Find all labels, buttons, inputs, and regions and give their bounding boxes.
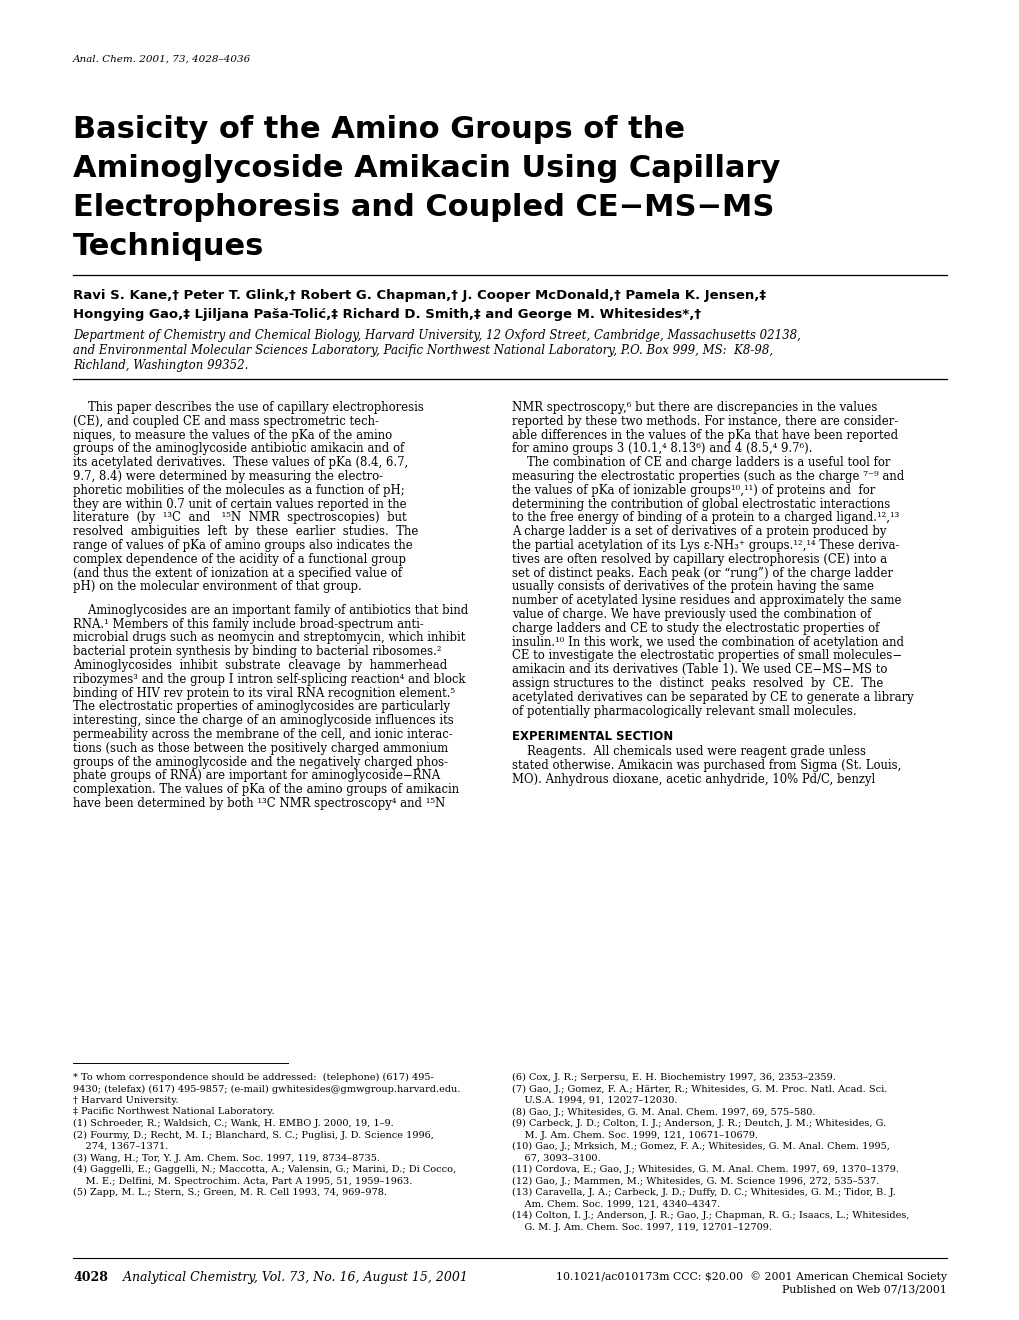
Text: able differences in the values of the pKa that have been reported: able differences in the values of the pK… <box>512 429 898 442</box>
Text: microbial drugs such as neomycin and streptomycin, which inhibit: microbial drugs such as neomycin and str… <box>73 631 465 644</box>
Text: M. J. Am. Chem. Soc. 1999, 121, 10671–10679.: M. J. Am. Chem. Soc. 1999, 121, 10671–10… <box>512 1130 757 1139</box>
Text: (4) Gaggelli, E.; Gaggelli, N.; Maccotta, A.; Valensin, G.; Marini, D.; Di Cocco: (4) Gaggelli, E.; Gaggelli, N.; Maccotta… <box>73 1166 455 1173</box>
Text: U.S.A. 1994, 91, 12027–12030.: U.S.A. 1994, 91, 12027–12030. <box>512 1096 677 1105</box>
Text: phate groups of RNA) are important for aminoglycoside−RNA: phate groups of RNA) are important for a… <box>73 770 439 783</box>
Text: Aminoglycosides  inhibit  substrate  cleavage  by  hammerhead: Aminoglycosides inhibit substrate cleava… <box>73 659 446 672</box>
Text: groups of the aminoglycoside antibiotic amikacin and of: groups of the aminoglycoside antibiotic … <box>73 442 404 455</box>
Text: ribozymes³ and the group I intron self-splicing reaction⁴ and block: ribozymes³ and the group I intron self-s… <box>73 673 465 686</box>
Text: (9) Carbeck, J. D.; Colton, I. J.; Anderson, J. R.; Deutch, J. M.; Whitesides, G: (9) Carbeck, J. D.; Colton, I. J.; Ander… <box>512 1119 886 1129</box>
Text: RNA.¹ Members of this family include broad-spectrum anti-: RNA.¹ Members of this family include bro… <box>73 618 423 631</box>
Text: literature  (by  ¹³C  and   ¹⁵N  NMR  spectroscopies)  but: literature (by ¹³C and ¹⁵N NMR spectrosc… <box>73 511 407 524</box>
Text: bacterial protein synthesis by binding to bacterial ribosomes.²: bacterial protein synthesis by binding t… <box>73 645 441 659</box>
Text: (7) Gao, J.; Gomez, F. A.; Härter, R.; Whitesides, G. M. Proc. Natl. Acad. Sci.: (7) Gao, J.; Gomez, F. A.; Härter, R.; W… <box>512 1085 887 1094</box>
Text: 274, 1367–1371.: 274, 1367–1371. <box>73 1142 168 1151</box>
Text: stated otherwise. Amikacin was purchased from Sigma (St. Louis,: stated otherwise. Amikacin was purchased… <box>512 759 901 772</box>
Text: charge ladders and CE to study the electrostatic properties of: charge ladders and CE to study the elect… <box>512 622 878 635</box>
Text: MO). Anhydrous dioxane, acetic anhydride, 10% Pd/C, benzyl: MO). Anhydrous dioxane, acetic anhydride… <box>512 774 874 787</box>
Text: (10) Gao, J.; Mrksich, M.; Gomez, F. A.; Whitesides, G. M. Anal. Chem. 1995,: (10) Gao, J.; Mrksich, M.; Gomez, F. A.;… <box>512 1142 889 1151</box>
Text: G. M. J. Am. Chem. Soc. 1997, 119, 12701–12709.: G. M. J. Am. Chem. Soc. 1997, 119, 12701… <box>512 1222 771 1232</box>
Text: they are within 0.7 unit of certain values reported in the: they are within 0.7 unit of certain valu… <box>73 498 407 511</box>
Text: Richland, Washington 99352.: Richland, Washington 99352. <box>73 359 249 372</box>
Text: Am. Chem. Soc. 1999, 121, 4340–4347.: Am. Chem. Soc. 1999, 121, 4340–4347. <box>512 1200 719 1209</box>
Text: permeability across the membrane of the cell, and ionic interac-: permeability across the membrane of the … <box>73 729 452 741</box>
Text: Analytical Chemistry, Vol. 73, No. 16, August 15, 2001: Analytical Chemistry, Vol. 73, No. 16, A… <box>111 1271 468 1284</box>
Text: set of distinct peaks. Each peak (or “rung”) of the charge ladder: set of distinct peaks. Each peak (or “ru… <box>512 566 892 579</box>
Text: (14) Colton, I. J.; Anderson, J. R.; Gao, J.; Chapman, R. G.; Isaacs, L.; Whites: (14) Colton, I. J.; Anderson, J. R.; Gao… <box>512 1210 909 1220</box>
Text: its acetylated derivatives.  These values of pKa (8.4, 6.7,: its acetylated derivatives. These values… <box>73 457 408 469</box>
Text: phoretic mobilities of the molecules as a function of pH;: phoretic mobilities of the molecules as … <box>73 484 405 496</box>
Text: the values of pKa of ionizable groups¹⁰,¹¹) of proteins and  for: the values of pKa of ionizable groups¹⁰,… <box>512 484 874 496</box>
Text: range of values of pKa of amino groups also indicates the: range of values of pKa of amino groups a… <box>73 539 413 552</box>
Text: binding of HIV rev protein to its viral RNA recognition element.⁵: binding of HIV rev protein to its viral … <box>73 686 454 700</box>
Text: pH) on the molecular environment of that group.: pH) on the molecular environment of that… <box>73 581 362 594</box>
Text: (CE), and coupled CE and mass spectrometric tech-: (CE), and coupled CE and mass spectromet… <box>73 414 378 428</box>
Text: A charge ladder is a set of derivatives of a protein produced by: A charge ladder is a set of derivatives … <box>512 525 886 539</box>
Text: (1) Schroeder, R.; Waldsich, C.; Wank, H. EMBO J. 2000, 19, 1–9.: (1) Schroeder, R.; Waldsich, C.; Wank, H… <box>73 1119 393 1129</box>
Text: resolved  ambiguities  left  by  these  earlier  studies.  The: resolved ambiguities left by these earli… <box>73 525 418 539</box>
Text: number of acetylated lysine residues and approximately the same: number of acetylated lysine residues and… <box>512 594 901 607</box>
Text: (5) Zapp, M. L.; Stern, S.; Green, M. R. Cell 1993, 74, 969–978.: (5) Zapp, M. L.; Stern, S.; Green, M. R.… <box>73 1188 386 1197</box>
Text: for amino groups 3 (10.1,⁴ 8.13⁶) and 4 (8.5,⁴ 9.7⁶).: for amino groups 3 (10.1,⁴ 8.13⁶) and 4 … <box>512 442 812 455</box>
Text: * To whom correspondence should be addressed:  (telephone) (617) 495-: * To whom correspondence should be addre… <box>73 1073 433 1082</box>
Text: niques, to measure the values of the pKa of the amino: niques, to measure the values of the pKa… <box>73 429 391 442</box>
Text: CE to investigate the electrostatic properties of small molecules−: CE to investigate the electrostatic prop… <box>512 649 901 663</box>
Text: (13) Caravella, J. A.; Carbeck, J. D.; Duffy, D. C.; Whitesides, G. M.; Tidor, B: (13) Caravella, J. A.; Carbeck, J. D.; D… <box>512 1188 895 1197</box>
Text: Department of Chemistry and Chemical Biology, Harvard University, 12 Oxford Stre: Department of Chemistry and Chemical Bio… <box>73 329 800 342</box>
Text: Anal. Chem. 2001, 73, 4028–4036: Anal. Chem. 2001, 73, 4028–4036 <box>73 55 251 63</box>
Text: amikacin and its derivatives (Table 1). We used CE−MS−MS to: amikacin and its derivatives (Table 1). … <box>512 663 887 676</box>
Text: NMR spectroscopy,⁶ but there are discrepancies in the values: NMR spectroscopy,⁶ but there are discrep… <box>512 401 876 414</box>
Text: (and thus the extent of ionization at a specified value of: (and thus the extent of ionization at a … <box>73 566 401 579</box>
Text: the partial acetylation of its Lys ε-NH₃⁺ groups.¹²,¹⁴ These deriva-: the partial acetylation of its Lys ε-NH₃… <box>512 539 899 552</box>
Text: Electrophoresis and Coupled CE−MS−MS: Electrophoresis and Coupled CE−MS−MS <box>73 193 773 222</box>
Text: This paper describes the use of capillary electrophoresis: This paper describes the use of capillar… <box>73 401 424 414</box>
Text: 10.1021/ac010173m CCC: $20.00  © 2001 American Chemical Society: 10.1021/ac010173m CCC: $20.00 © 2001 Ame… <box>555 1271 946 1282</box>
Text: reported by these two methods. For instance, there are consider-: reported by these two methods. For insta… <box>512 414 898 428</box>
Text: of potentially pharmacologically relevant small molecules.: of potentially pharmacologically relevan… <box>512 705 856 718</box>
Text: usually consists of derivatives of the protein having the same: usually consists of derivatives of the p… <box>512 581 873 594</box>
Text: (11) Cordova, E.; Gao, J.; Whitesides, G. M. Anal. Chem. 1997, 69, 1370–1379.: (11) Cordova, E.; Gao, J.; Whitesides, G… <box>512 1166 898 1173</box>
Text: acetylated derivatives can be separated by CE to generate a library: acetylated derivatives can be separated … <box>512 690 913 704</box>
Text: (2) Fourmy, D.; Recht, M. I.; Blanchard, S. C.; Puglisi, J. D. Science 1996,: (2) Fourmy, D.; Recht, M. I.; Blanchard,… <box>73 1130 433 1139</box>
Text: interesting, since the charge of an aminoglycoside influences its: interesting, since the charge of an amin… <box>73 714 453 727</box>
Text: M. E.; Delfini, M. Spectrochim. Acta, Part A 1995, 51, 1959–1963.: M. E.; Delfini, M. Spectrochim. Acta, Pa… <box>73 1176 412 1185</box>
Text: tives are often resolved by capillary electrophoresis (CE) into a: tives are often resolved by capillary el… <box>512 553 887 566</box>
Text: Hongying Gao,‡ Ljiljana Paša-Tolić,‡ Richard D. Smith,‡ and George M. Whitesides: Hongying Gao,‡ Ljiljana Paša-Tolić,‡ Ric… <box>73 308 700 321</box>
Text: Published on Web 07/13/2001: Published on Web 07/13/2001 <box>782 1284 946 1294</box>
Text: insulin.¹⁰ In this work, we used the combination of acetylation and: insulin.¹⁰ In this work, we used the com… <box>512 636 903 648</box>
Text: and Environmental Molecular Sciences Laboratory, Pacific Northwest National Labo: and Environmental Molecular Sciences Lab… <box>73 345 772 356</box>
Text: The electrostatic properties of aminoglycosides are particularly: The electrostatic properties of aminogly… <box>73 701 449 713</box>
Text: (8) Gao, J.; Whitesides, G. M. Anal. Chem. 1997, 69, 575–580.: (8) Gao, J.; Whitesides, G. M. Anal. Che… <box>512 1107 815 1117</box>
Text: have been determined by both ¹³C NMR spectroscopy⁴ and ¹⁵N: have been determined by both ¹³C NMR spe… <box>73 797 445 810</box>
Text: † Harvard University.: † Harvard University. <box>73 1096 178 1105</box>
Text: value of charge. We have previously used the combination of: value of charge. We have previously used… <box>512 609 870 620</box>
Text: (6) Cox, J. R.; Serpersu, E. H. Biochemistry 1997, 36, 2353–2359.: (6) Cox, J. R.; Serpersu, E. H. Biochemi… <box>512 1073 835 1082</box>
Text: determining the contribution of global electrostatic interactions: determining the contribution of global e… <box>512 498 890 511</box>
Text: Basicity of the Amino Groups of the: Basicity of the Amino Groups of the <box>73 115 685 144</box>
Text: assign structures to the  distinct  peaks  resolved  by  CE.  The: assign structures to the distinct peaks … <box>512 677 882 690</box>
Text: Aminoglycosides are an important family of antibiotics that bind: Aminoglycosides are an important family … <box>73 603 468 616</box>
Text: Techniques: Techniques <box>73 232 264 261</box>
Text: ‡ Pacific Northwest National Laboratory.: ‡ Pacific Northwest National Laboratory. <box>73 1107 274 1117</box>
Text: to the free energy of binding of a protein to a charged ligand.¹²,¹³: to the free energy of binding of a prote… <box>512 511 899 524</box>
Text: (12) Gao, J.; Mammen, M.; Whitesides, G. M. Science 1996, 272, 535–537.: (12) Gao, J.; Mammen, M.; Whitesides, G.… <box>512 1176 878 1185</box>
Text: 9.7, 8.4) were determined by measuring the electro-: 9.7, 8.4) were determined by measuring t… <box>73 470 382 483</box>
Text: (3) Wang, H.; Tor, Y. J. Am. Chem. Soc. 1997, 119, 8734–8735.: (3) Wang, H.; Tor, Y. J. Am. Chem. Soc. … <box>73 1154 380 1163</box>
Text: Ravi S. Kane,† Peter T. Glink,† Robert G. Chapman,† J. Cooper McDonald,† Pamela : Ravi S. Kane,† Peter T. Glink,† Robert G… <box>73 289 765 302</box>
Text: EXPERIMENTAL SECTION: EXPERIMENTAL SECTION <box>512 730 673 743</box>
Text: tions (such as those between the positively charged ammonium: tions (such as those between the positiv… <box>73 742 447 755</box>
Text: 67, 3093–3100.: 67, 3093–3100. <box>512 1154 600 1163</box>
Text: complexation. The values of pKa of the amino groups of amikacin: complexation. The values of pKa of the a… <box>73 783 459 796</box>
Text: Reagents.  All chemicals used were reagent grade unless: Reagents. All chemicals used were reagen… <box>512 746 865 759</box>
Text: The combination of CE and charge ladders is a useful tool for: The combination of CE and charge ladders… <box>512 457 890 469</box>
Text: measuring the electrostatic properties (such as the charge ⁷⁻⁹ and: measuring the electrostatic properties (… <box>512 470 904 483</box>
Text: 4028: 4028 <box>73 1271 108 1284</box>
Text: 9430; (telefax) (617) 495-9857; (e-mail) gwhitesides@gmwgroup.harvard.edu.: 9430; (telefax) (617) 495-9857; (e-mail)… <box>73 1085 460 1094</box>
Text: groups of the aminoglycoside and the negatively charged phos-: groups of the aminoglycoside and the neg… <box>73 755 447 768</box>
Text: Aminoglycoside Amikacin Using Capillary: Aminoglycoside Amikacin Using Capillary <box>73 154 780 183</box>
Text: complex dependence of the acidity of a functional group: complex dependence of the acidity of a f… <box>73 553 406 566</box>
